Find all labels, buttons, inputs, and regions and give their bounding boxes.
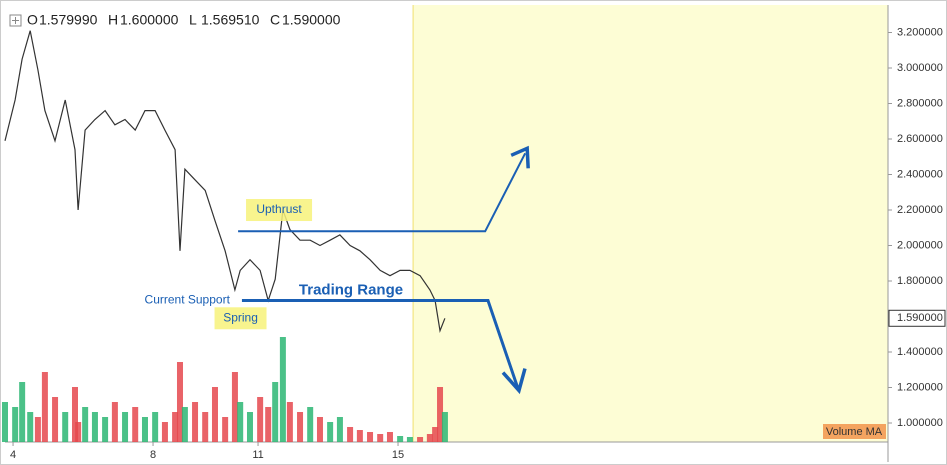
ohlc-value: 1.569510 [201,12,260,28]
volume-legend: Volume MA [826,426,883,438]
y-tick-label: 2.000000 [897,239,943,251]
volume-bar [257,397,264,442]
y-tick-label: 1.800000 [897,275,943,287]
volume-bar [437,387,444,442]
range-label: Trading Range [299,282,403,299]
ohlc-key: C [270,12,280,28]
resistance-line [238,152,527,233]
volume-bar [41,372,48,442]
volume-bar [172,412,179,442]
volume-bar [102,417,109,442]
volume-bar [307,407,314,442]
volume-bar [211,387,218,442]
volume-bar [222,417,229,442]
volume-bar [426,434,433,442]
volume-bar [406,437,413,442]
volume-bar [347,427,354,442]
x-tick-label: 4 [10,449,16,461]
volume-bar [34,417,41,442]
volume-bar [111,402,118,442]
volume-bar [246,412,253,442]
crosshair-icon-cross [12,17,19,24]
volume-legend-box [823,424,886,439]
arrow-up [510,145,530,169]
volume-bar [297,412,304,442]
y-tick-label: 1.000000 [897,417,943,429]
volume-bar [441,412,448,442]
volume-bar [52,397,59,442]
volume-bar [367,432,374,442]
support-label: Current Support [145,293,231,307]
volume-bar [202,412,209,442]
volume-bar [71,387,78,442]
x-tick-label: 8 [150,449,156,461]
volume-bar [356,430,363,442]
volume-bar [265,407,272,442]
annotation: Spring [223,310,258,324]
last-price-tag [888,309,946,327]
volume-bar [336,417,343,442]
y-tick-label: 2.400000 [897,168,943,180]
volume-bar [231,372,238,442]
volume-bar [161,422,168,442]
volume-bar [377,434,384,442]
volume-bar [272,382,279,442]
y-tick-label: 3.000000 [897,62,943,74]
volume-bar [397,436,404,442]
volume-bar [132,407,139,442]
annotation-box [214,307,267,330]
volume-bar [432,427,439,442]
volume-bar [417,437,424,442]
volume-bar [279,337,286,442]
volume-bar [286,402,293,442]
volume-bar [192,402,199,442]
volume-bar [62,412,69,442]
crosshair-icon [9,14,22,27]
x-tick-label: 11 [252,449,263,461]
y-tick-label: 2.200000 [897,204,943,216]
volume-bar [176,362,183,442]
support-line [241,299,520,390]
volume-bar [141,417,148,442]
y-tick-label: 3.200000 [897,26,943,38]
last-price-label: 1.590000 [897,312,943,324]
ohlc-key: O [27,12,38,28]
volume-bar [122,412,129,442]
volume-bar [82,407,89,442]
volume-bar [237,402,244,442]
volume-bar [2,402,8,442]
annotation-box [246,199,313,222]
annotation: Upthrust [256,202,302,216]
volume-bar [91,412,98,442]
future-region [413,5,888,442]
volume-bar [12,407,19,442]
y-tick-label: 1.400000 [897,346,943,358]
y-tick-label: 2.600000 [897,133,943,145]
volume-bar [327,422,334,442]
ohlc-value: 1.579990 [39,12,98,28]
volume-bar [75,422,82,442]
volume-bar [19,382,26,442]
ohlc-key: L [189,12,197,28]
ohlc-value: 1.600000 [120,12,179,28]
ohlc-key: H [108,12,118,28]
arrow-down [501,368,527,395]
ohlc-header: O 1.579990 H 1.600000 L 1.569510 C 1.590000 [9,12,341,28]
y-tick-label: 1.200000 [897,381,943,393]
ohlc-value: 1.590000 [282,12,341,28]
volume-bar [386,432,393,442]
x-tick-label: 15 [392,449,404,461]
volume-bar [152,412,159,442]
y-tick-label: 2.800000 [897,97,943,109]
price-line [4,30,446,333]
volume-bar [27,412,34,442]
volume-bar [316,417,323,442]
volume-bar [181,407,188,442]
